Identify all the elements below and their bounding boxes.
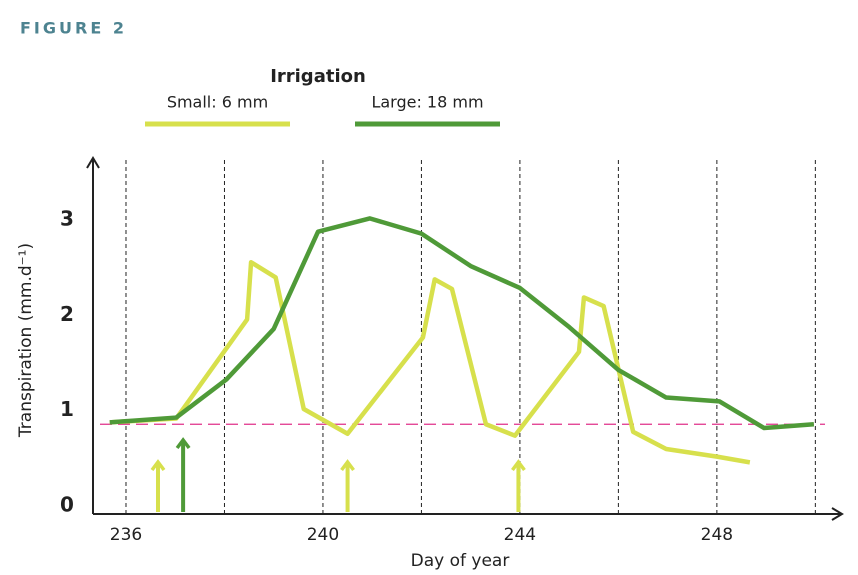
irrigation-arrowhead (175, 437, 191, 450)
legend-label: Small: 6 mm (167, 93, 268, 112)
x-axis-label: Day of year (411, 551, 510, 571)
legend-title: Irrigation (270, 66, 366, 87)
series-line (109, 216, 815, 431)
irrigation-arrowhead (511, 459, 526, 472)
irrigation-arrowhead (340, 459, 355, 472)
x-tick-label: 244 (504, 525, 536, 545)
figure-label: FIGURE 2 (20, 19, 127, 38)
y-tick-label: 1 (60, 397, 74, 421)
x-axis-arrow (831, 507, 844, 521)
irrigation-arrowhead (150, 459, 166, 472)
y-tick-label: 0 (60, 493, 74, 517)
x-tick-label: 248 (701, 525, 733, 545)
legend-label: Large: 18 mm (371, 93, 483, 112)
series-line (109, 259, 751, 465)
x-tick-label: 240 (307, 525, 339, 545)
x-tick-label: 236 (110, 525, 142, 545)
y-tick-label: 3 (60, 207, 74, 231)
y-axis-label: Transpiration (mm.d⁻¹) (16, 243, 36, 438)
grid (100, 160, 825, 514)
y-tick-label: 2 (60, 302, 74, 326)
y-axis-arrow (86, 156, 100, 169)
